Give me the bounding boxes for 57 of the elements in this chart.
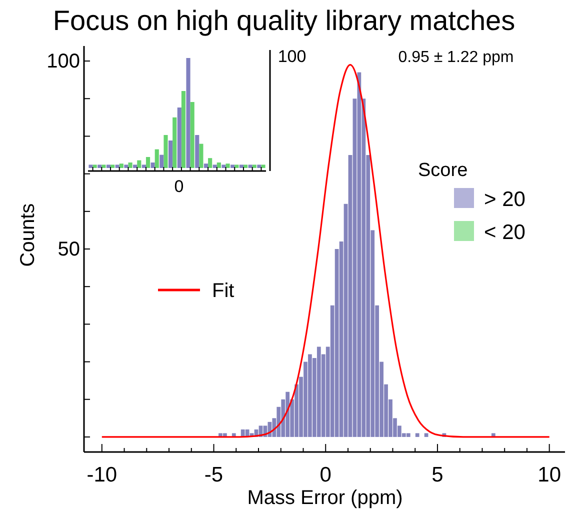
bar [172, 117, 177, 168]
bar [177, 108, 182, 168]
bar [208, 158, 212, 168]
annotation: 100 [278, 47, 306, 66]
bar [212, 164, 217, 168]
bar [204, 164, 208, 168]
bar [106, 164, 111, 168]
bar [257, 164, 262, 168]
bar [98, 164, 102, 168]
legend-label: < 20 [484, 221, 526, 244]
bar [234, 164, 239, 168]
annotation: 0.95 ± 1.22 ppm [398, 49, 514, 66]
bar [124, 164, 128, 168]
bar [195, 135, 200, 168]
x-tick-label: -5 [204, 463, 224, 486]
bar [154, 149, 159, 168]
bar [150, 162, 155, 168]
bar [226, 164, 230, 168]
bar [168, 140, 173, 168]
annotation: 0 [174, 177, 184, 196]
bar [137, 160, 142, 168]
bar [252, 164, 256, 168]
y-tick-label: 50 [58, 238, 80, 260]
chart-title: Focus on high quality library matches [52, 5, 516, 36]
legend-title: Score [418, 160, 468, 181]
bar [199, 144, 204, 168]
bar [115, 164, 120, 168]
bar [222, 164, 226, 168]
bar [239, 164, 244, 168]
bar [92, 164, 97, 168]
x-tick-label: 0 [320, 463, 332, 486]
bar [119, 164, 124, 168]
x-tick-label: -10 [86, 463, 118, 486]
x-tick-label: 5 [432, 463, 444, 486]
bar [146, 157, 150, 168]
bar [160, 154, 164, 168]
bar [142, 164, 146, 168]
x-axis-title: Mass Error (ppm) [247, 487, 403, 509]
bar [181, 91, 186, 168]
bar [216, 162, 221, 168]
bar [243, 164, 248, 168]
bar [190, 102, 194, 168]
bar [102, 164, 106, 168]
bar [261, 164, 266, 168]
bar [164, 135, 168, 168]
y-axis-title: Counts [17, 203, 39, 267]
legend-label: Fit [212, 280, 235, 302]
bar [186, 58, 190, 168]
line-series [101, 64, 550, 438]
bar [110, 164, 115, 168]
legend-label: > 20 [484, 188, 526, 211]
bar [88, 164, 93, 168]
bar [133, 164, 138, 168]
bar [230, 164, 235, 168]
x-tick-label: 10 [538, 463, 562, 486]
bar [248, 164, 252, 168]
bar [128, 162, 132, 168]
